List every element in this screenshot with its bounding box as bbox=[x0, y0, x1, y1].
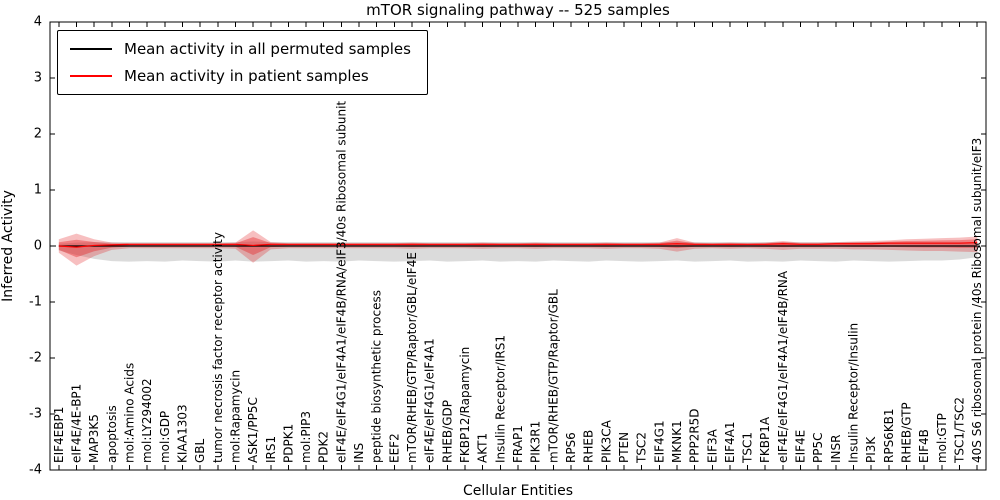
x-category-label: apoptosis bbox=[105, 405, 119, 463]
legend-line-permuted-icon bbox=[70, 48, 112, 50]
x-category-label: PIK3CA bbox=[599, 419, 613, 463]
x-category-label: EIF4B bbox=[917, 429, 931, 463]
x-category-label: INSR bbox=[829, 435, 843, 463]
x-axis-label: Cellular Entities bbox=[462, 483, 574, 499]
x-category-label: EIF4EBP1 bbox=[52, 407, 66, 463]
patient-band-inner bbox=[58, 237, 978, 258]
y-tick-label: 0 bbox=[34, 239, 42, 254]
x-category-label: MAP3K5 bbox=[87, 414, 101, 463]
x-category-label: RPS6KB1 bbox=[882, 408, 896, 463]
x-category-label: RHEB bbox=[582, 430, 596, 463]
x-category-label: TSC2 bbox=[635, 432, 649, 464]
x-category-label: Insulin Receptor/Insulin bbox=[847, 323, 861, 463]
x-category-label: mol:LY294002 bbox=[140, 378, 154, 463]
y-tick-label: 1 bbox=[34, 183, 42, 198]
y-tick-label: 3 bbox=[34, 71, 42, 86]
x-category-label: KIAA1303 bbox=[175, 404, 189, 463]
x-category-label: MKNK1 bbox=[670, 420, 684, 463]
legend-line-patient-icon bbox=[70, 75, 112, 77]
x-category-label: RHEB/GDP bbox=[440, 400, 454, 463]
x-category-label: mol:Amino Acids bbox=[122, 363, 136, 463]
patient-band-outer bbox=[58, 230, 978, 266]
x-category-label: FKBP12/Rapamycin bbox=[458, 347, 472, 463]
chart-title: mTOR signaling pathway -- 525 samples bbox=[366, 1, 670, 19]
x-category-label: PDPK1 bbox=[281, 424, 295, 463]
x-category-label: EEF2 bbox=[387, 433, 401, 463]
x-category-label: eIF4E/eIF4G1/eIF4A1/eIF4B/RNA/eIF3/40s R… bbox=[334, 101, 348, 463]
x-category-label: mol:GTP bbox=[935, 413, 949, 463]
x-category-label: EIF4A1 bbox=[723, 421, 737, 463]
x-category-label: EIF3A bbox=[705, 428, 719, 463]
y-tick-label: 4 bbox=[34, 15, 42, 30]
x-category-label: PI3K bbox=[864, 436, 878, 463]
x-category-label: FRAP1 bbox=[511, 425, 525, 463]
patient-mean-line bbox=[58, 242, 978, 248]
legend: Mean activity in all permuted samples Me… bbox=[57, 30, 428, 95]
x-category-label: GBL bbox=[193, 438, 207, 463]
x-category-label: TSC1 bbox=[741, 432, 755, 464]
x-category-label: EIF4E bbox=[794, 430, 808, 463]
x-category-label: peptide biosynthetic process bbox=[370, 290, 384, 463]
legend-label-permuted: Mean activity in all permuted samples bbox=[124, 40, 411, 58]
legend-row-patient: Mean activity in patient samples bbox=[70, 67, 411, 85]
y-axis-label: Inferred Activity bbox=[0, 190, 16, 302]
x-category-label: PDK2 bbox=[317, 431, 331, 463]
x-category-label: mTOR/RHEB/GTP/Raptor/GBL/eIF4E bbox=[405, 252, 419, 463]
x-category-label: RPS6 bbox=[564, 432, 578, 463]
x-category-label: ASK1/PP5C bbox=[246, 397, 260, 463]
x-category-label: AKT1 bbox=[476, 433, 490, 463]
x-category-label: FKBP1A bbox=[758, 416, 772, 463]
y-tick-label: -1 bbox=[29, 295, 42, 310]
x-category-label: RHEB/GTP bbox=[900, 402, 914, 463]
x-category-label: tumor necrosis factor receptor activity bbox=[211, 232, 225, 463]
x-category-label: EIF4G1 bbox=[652, 420, 666, 463]
x-category-label: Insulin Receptor/IRS1 bbox=[493, 335, 507, 463]
y-tick-label: 2 bbox=[34, 127, 42, 142]
x-category-label: PTEN bbox=[617, 432, 631, 463]
x-category-label: INS bbox=[352, 443, 366, 463]
x-category-label: TSC1/TSC2 bbox=[953, 397, 967, 464]
x-category-label: mol:Rapamycin bbox=[228, 370, 242, 463]
legend-label-patient: Mean activity in patient samples bbox=[124, 67, 369, 85]
x-category-label: 40S S6 ribosomal protein /40s Ribosomal … bbox=[970, 138, 984, 463]
x-category-label: PIK3R1 bbox=[529, 421, 543, 463]
x-category-label: mol:PIP3 bbox=[299, 411, 313, 463]
x-category-label: PPP2R5D bbox=[688, 408, 702, 463]
x-category-label: IRS1 bbox=[264, 436, 278, 463]
legend-row-permuted: Mean activity in all permuted samples bbox=[70, 40, 411, 58]
y-tick-label: -3 bbox=[29, 407, 42, 422]
x-category-label: eIF4E/4E-BP1 bbox=[69, 384, 83, 463]
x-category-label: mTOR/RHEB/GTP/Raptor/GBL bbox=[546, 289, 560, 463]
x-category-label: mol:GDP bbox=[158, 411, 172, 463]
x-category-label: eIF4E/eIF4G1/eIF4A1 bbox=[423, 338, 437, 463]
y-tick-label: -4 bbox=[29, 463, 42, 478]
x-category-label: eIF4E/eIF4G1/eIF4A1/eIF4B/RNA bbox=[776, 270, 790, 463]
y-tick-label: -2 bbox=[29, 351, 42, 366]
x-category-label: PP5C bbox=[811, 433, 825, 464]
